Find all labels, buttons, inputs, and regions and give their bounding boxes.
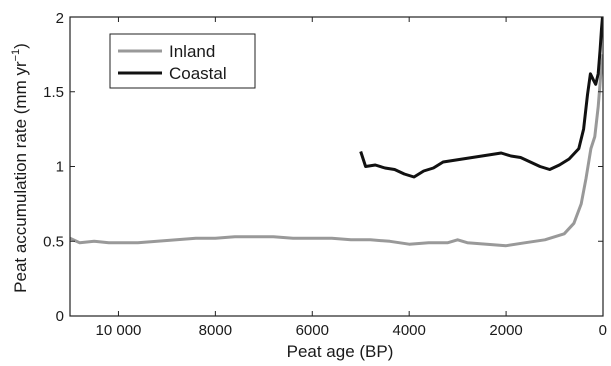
legend-label-inland: Inland <box>169 42 215 61</box>
legend-label-coastal: Coastal <box>169 64 227 83</box>
y-axis-title-close: ) <box>11 43 30 49</box>
x-axis: 10 000 8000 6000 4000 2000 0 <box>96 17 607 339</box>
x-tick-label: 0 <box>599 322 607 339</box>
series-line-inland <box>70 54 603 248</box>
y-axis-title-main: Peat accumulation rate (mm yr <box>11 61 30 293</box>
y-tick-label: 0.5 <box>43 233 64 250</box>
legend-box <box>109 33 256 89</box>
y-axis: 0 0.5 1 1.5 2 <box>43 10 603 325</box>
x-tick-label: 8000 <box>199 322 232 339</box>
y-axis-title-sup: −1 <box>10 49 22 62</box>
y-tick-label: 1 <box>56 159 64 176</box>
y-axis-title: Peat accumulation rate (mm yr−1) <box>10 43 30 293</box>
legend: Inland Coastal <box>109 33 256 89</box>
y-tick-label: 2 <box>56 10 64 27</box>
y-tick-label: 1.5 <box>43 84 64 101</box>
x-tick-label: 10 000 <box>96 322 142 339</box>
x-tick-label: 6000 <box>296 322 329 339</box>
series-layer <box>70 16 603 248</box>
x-tick-label: 4000 <box>392 322 425 339</box>
x-axis-title: Peat age (BP) <box>287 342 394 361</box>
series-line-coastal <box>359 16 603 179</box>
y-tick-label: 0 <box>56 308 64 325</box>
x-tick-label: 2000 <box>489 322 522 339</box>
